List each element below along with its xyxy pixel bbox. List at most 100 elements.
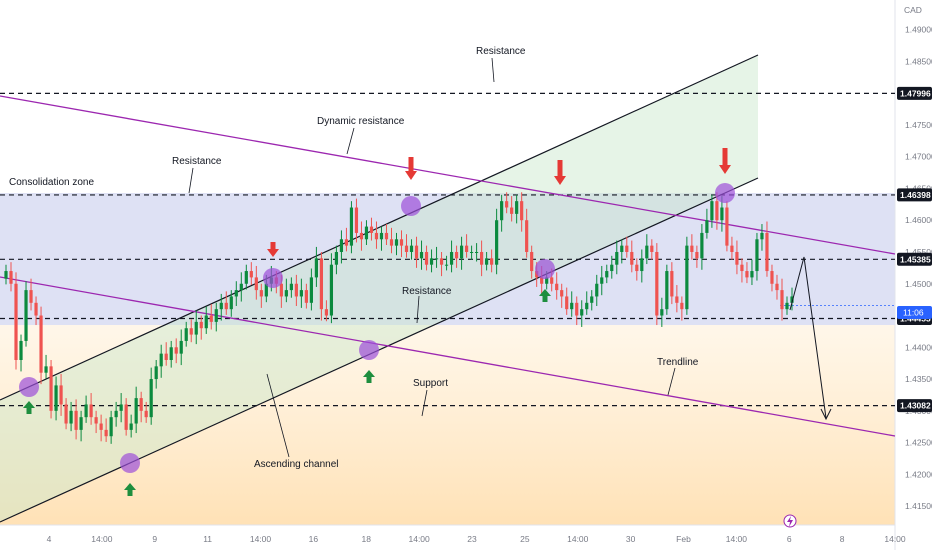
level-price-box — [897, 252, 932, 266]
current-price-box: 11:06 — [897, 306, 932, 319]
candle-body — [565, 296, 569, 310]
candle-body — [505, 201, 509, 208]
annotation-dynamic-resistance: Dynamic resistance — [317, 116, 405, 127]
candle-body — [94, 417, 98, 424]
candle-body — [69, 410, 73, 424]
candle-body — [19, 340, 23, 360]
candle-body — [119, 404, 123, 411]
candle-body — [500, 201, 504, 221]
candle-body — [354, 207, 359, 233]
candle-body — [9, 271, 13, 284]
candle-body — [129, 423, 133, 430]
candle-body — [389, 239, 394, 246]
lightning-icon[interactable] — [783, 514, 797, 528]
candle-body — [59, 385, 63, 405]
x-tick-label: 14:00 — [91, 534, 113, 544]
candle-body — [670, 271, 674, 297]
candle-body — [114, 410, 118, 418]
level-price-label: 1.47996 — [900, 88, 931, 98]
candle-body — [134, 398, 138, 424]
y-tick-label: 1.45500 — [905, 247, 932, 257]
up-arrow-icon — [124, 483, 136, 496]
x-tick-label: 14:00 — [408, 534, 430, 544]
candle-body — [630, 251, 634, 265]
trendline-purple — [0, 276, 896, 437]
candle-body — [444, 264, 449, 266]
candle-body — [745, 271, 749, 278]
x-tick-label: Feb — [676, 534, 691, 544]
annotation-resistance-top: Resistance — [476, 46, 526, 57]
candle-body — [204, 315, 208, 329]
candle-body — [234, 290, 238, 297]
candle-body — [439, 258, 444, 265]
candle-body — [730, 245, 734, 252]
candle-body — [600, 277, 604, 284]
candle-body — [580, 309, 584, 316]
y-tick-label: 1.43500 — [905, 374, 932, 384]
candle-body — [449, 251, 454, 265]
candle-body — [179, 340, 183, 354]
candle-body — [294, 283, 298, 297]
annotation-trendline: Trendline — [657, 357, 699, 368]
candle-body — [790, 296, 794, 303]
candle-body — [510, 207, 514, 214]
y-tick-label: 1.45000 — [905, 279, 932, 289]
candle-body — [289, 283, 293, 291]
x-tick-label: 11 — [203, 534, 212, 544]
candle-body — [490, 258, 494, 265]
candle-body — [434, 258, 439, 260]
candle-body — [39, 315, 43, 373]
annotation-consolidation-zone: Consolidation zone — [9, 177, 94, 188]
candle-body — [785, 302, 789, 310]
down-arrow-icon — [267, 242, 279, 257]
level-price-box — [897, 399, 932, 413]
down-arrow-icon — [554, 160, 566, 185]
candle-body — [329, 264, 334, 316]
candle-body — [284, 290, 288, 297]
candle-body — [735, 251, 739, 265]
candle-body — [199, 321, 203, 329]
candle-body — [665, 271, 669, 310]
candle-body — [374, 232, 379, 240]
candle-body — [750, 271, 754, 278]
x-tick-label: 14:00 — [567, 534, 589, 544]
candle-body — [149, 379, 153, 418]
candle-body — [364, 226, 369, 240]
candle-body — [740, 264, 744, 272]
marker-circle — [263, 268, 283, 288]
marker-circle — [401, 196, 421, 216]
candle-body — [725, 207, 729, 246]
annotation-resistance-mid: Resistance — [402, 286, 452, 297]
candle-body — [404, 245, 409, 252]
candle-body — [615, 251, 619, 265]
candle-body — [299, 290, 303, 297]
candle-body — [99, 423, 103, 430]
candle-body — [675, 296, 679, 303]
y-tick-label: 1.44000 — [905, 342, 932, 352]
candle-body — [304, 290, 308, 303]
x-tick-label: 16 — [309, 534, 319, 544]
candle-body — [424, 251, 429, 265]
x-tick-label: 18 — [362, 534, 372, 544]
x-tick-label: 14:00 — [726, 534, 748, 544]
candle-body — [279, 283, 283, 297]
candle-body — [344, 239, 349, 246]
candle-body — [710, 201, 714, 221]
candle-body — [309, 277, 313, 303]
candle-body — [640, 258, 644, 272]
y-tick-label: 1.42500 — [905, 438, 932, 448]
candle-body — [530, 251, 534, 272]
candle-body — [545, 277, 549, 284]
annotation-resistance-left: Resistance — [172, 156, 222, 167]
candle-body — [214, 309, 218, 322]
candle-body — [154, 366, 158, 380]
x-tick-label: 23 — [467, 534, 477, 544]
candle-body — [369, 226, 374, 233]
level-price-box — [897, 86, 932, 100]
x-tick-label: 4 — [47, 534, 52, 544]
candle-body — [359, 232, 364, 240]
candle-body — [34, 302, 38, 316]
marker-circle — [715, 183, 735, 203]
candle-body — [595, 283, 599, 297]
